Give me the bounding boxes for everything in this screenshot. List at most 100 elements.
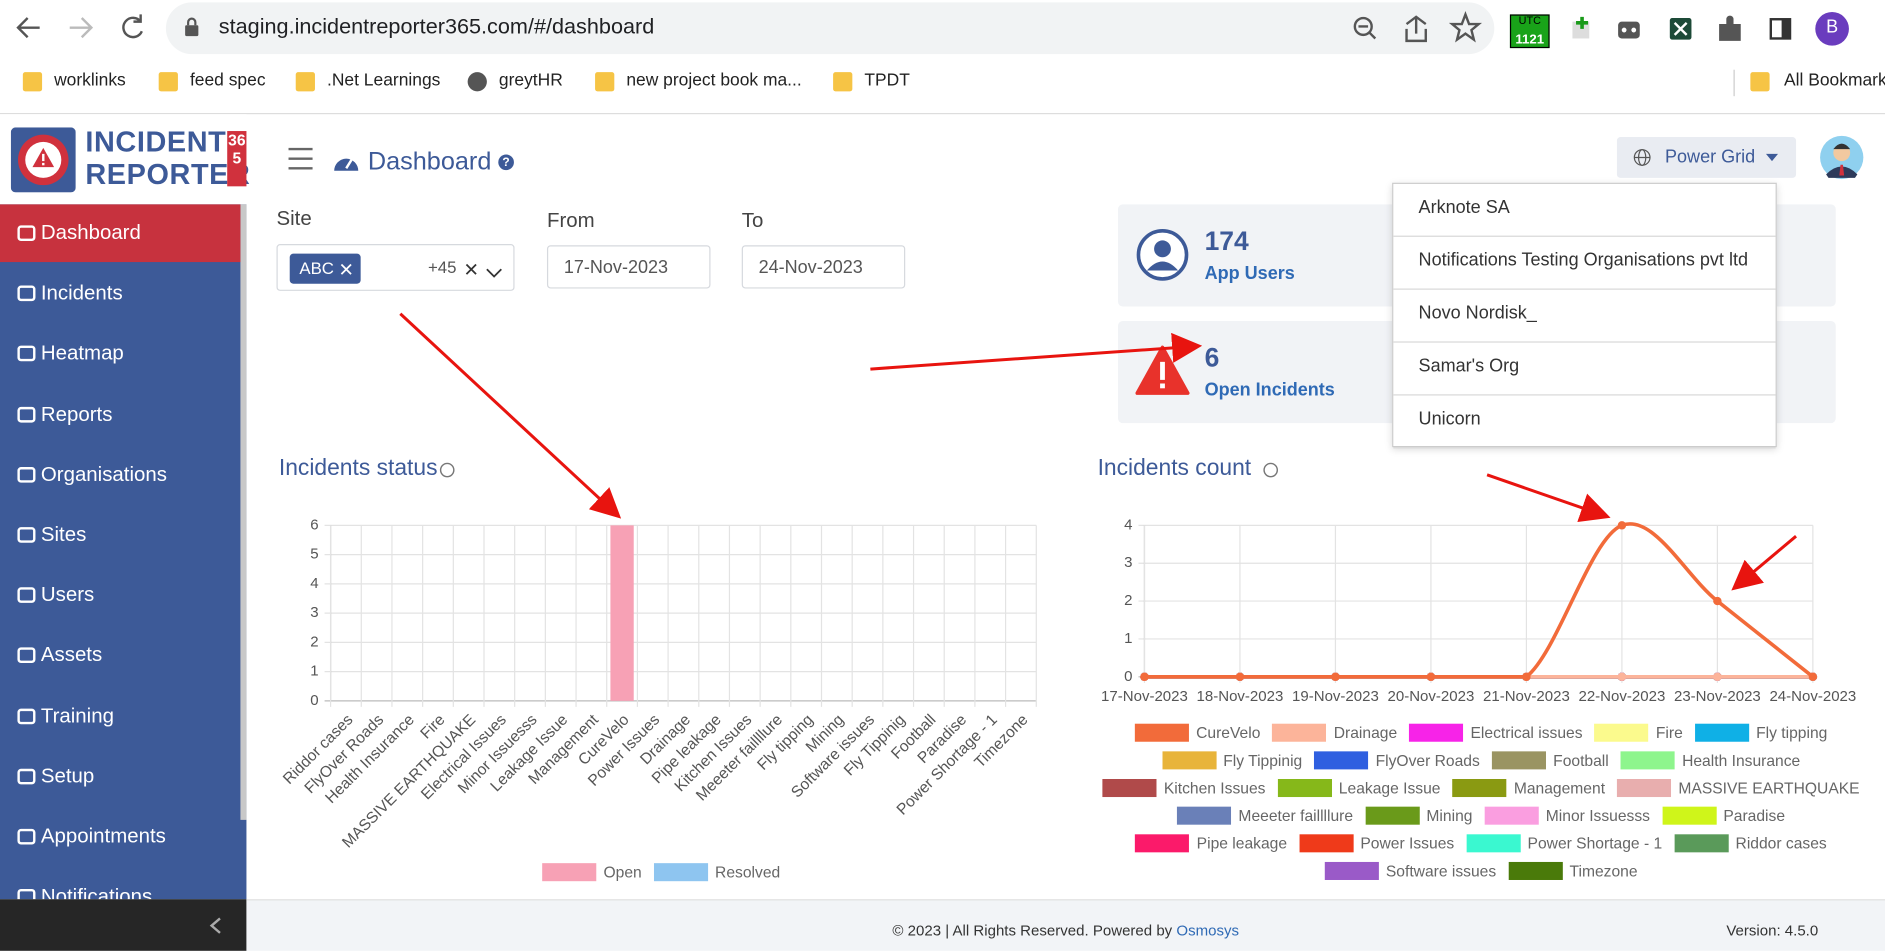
menu-item[interactable]: Notifications Testing Organisations pvt … [1393,237,1776,290]
hamburger-menu[interactable] [286,144,322,175]
profile-avatar[interactable] [1813,10,1851,48]
bookmark[interactable]: feed spec [189,70,266,91]
legend-item[interactable]: Meeeter faillllure [1177,806,1353,825]
legend-item[interactable]: Power Issues [1299,834,1454,853]
bookmark[interactable]: .Net Learnings [326,70,441,91]
legend-swatch [1617,779,1672,798]
icon-shape [17,466,36,483]
bookmark[interactable]: worklinks [54,70,126,91]
logo-badge: 365 [227,131,247,187]
legend-item[interactable]: Open [542,863,642,882]
legend-item[interactable]: CureVelo [1134,723,1261,742]
sidebar-icon [17,768,36,785]
all-bookmarks[interactable]: All Bookmarks [1784,70,1885,91]
legend-item[interactable]: Power Shortage - 1 [1466,834,1662,853]
y-tick-label: 1 [310,663,318,680]
sidebar-item[interactable]: Reports [0,385,240,443]
sidebar-item[interactable]: Dashboard [0,204,241,263]
back-button[interactable] [16,17,40,39]
point [1617,672,1627,682]
legend-item[interactable]: Drainage [1272,723,1397,742]
folder-icon [1750,72,1770,92]
menu-item[interactable]: Arknote SA [1393,184,1776,237]
menu-item[interactable]: Unicorn [1393,396,1776,449]
help-icon[interactable]: ? [498,154,515,171]
menu-item[interactable]: Samar's Org [1393,343,1776,396]
legend-swatch [1161,751,1216,770]
address-bar[interactable] [165,2,1495,55]
chip-remove[interactable] [339,262,353,276]
sidebar-item[interactable]: Organisations [0,446,240,504]
sidebar-toggle[interactable] [0,899,247,951]
sidebar-icon [17,647,36,664]
globe-icon [1633,149,1651,166]
help-icon[interactable] [439,462,455,478]
footer-link[interactable]: Osmosys [1176,922,1240,939]
legend-swatch [1594,723,1649,742]
sidebar-item[interactable]: Sites [0,506,240,564]
legend-item[interactable]: Pipe leakage [1135,834,1287,853]
folder-icon [158,72,178,92]
folder-icon [595,72,615,92]
sidebar-item[interactable]: Assets [0,627,240,685]
sidebar-item[interactable]: Training [0,687,240,745]
icon-shape [17,527,36,543]
sidebar-item[interactable]: Setup [0,748,240,806]
chart-title: Incidents count [1098,454,1252,480]
legend-item[interactable]: FlyOver Roads [1314,751,1480,770]
y-tick-label: 5 [310,546,318,563]
url: staging.incidentreporter365.com/#/dashbo… [218,14,655,39]
legend-swatch [1466,834,1521,853]
menu-item[interactable]: Novo Nordisk_ [1393,290,1776,343]
select-controls[interactable] [464,261,512,280]
bookmark[interactable]: TPDT [864,70,910,91]
legend-item[interactable]: Kitchen Issues [1102,779,1265,798]
legend-item[interactable]: Management [1452,779,1605,798]
forward-button[interactable] [69,17,94,39]
legend-label: CureVelo [1196,723,1261,742]
sidebar-item[interactable]: Users [0,566,240,624]
legend-item[interactable]: Fly tipping [1694,723,1827,742]
legend-label: Open [603,863,642,882]
legend-item[interactable]: Fly Tippinig [1161,751,1302,770]
extension-badge-bottom: 1121 [1515,32,1545,47]
legend-swatch [1508,861,1563,880]
bookmark[interactable]: greytHR [498,70,563,91]
sidebar-item[interactable]: Appointments [0,808,240,866]
extension-badge[interactable] [1509,14,1550,49]
legend-label: Fire [1655,723,1683,742]
to-input[interactable]: 24-Nov-2023 [741,245,906,289]
legend-item[interactable]: Software issues [1324,861,1496,880]
from-input[interactable]: 17-Nov-2023 [546,245,711,289]
svg-text:?: ? [502,155,509,169]
logo-line2: REPORTER [85,158,251,192]
bookmark[interactable]: new project book ma... [626,70,802,91]
lock-icon [185,17,199,37]
legend-item[interactable]: Minor Issuesss [1484,806,1650,825]
legend-item[interactable]: Resolved [653,863,780,882]
point [1331,672,1340,682]
legend-item[interactable]: Timezone [1508,861,1638,880]
point [1713,672,1722,682]
sidebar-item[interactable]: Heatmap [0,325,240,383]
sidebar-item[interactable]: Incidents [0,265,240,323]
reload-button[interactable] [122,14,143,39]
legend-item[interactable]: Mining [1365,806,1472,825]
legend-item[interactable]: Health Insurance [1620,751,1800,770]
legend-item[interactable]: Riddor cases [1674,834,1827,853]
legend-label: FlyOver Roads [1375,751,1480,770]
legend-swatch [542,863,597,882]
help-icon[interactable] [1263,462,1279,478]
legend-item[interactable]: Football [1491,751,1609,770]
legend-item[interactable]: Fire [1594,723,1683,742]
legend: Open Resolved [505,863,818,882]
legend-item[interactable]: Paradise [1662,806,1785,825]
sidebar-icon [17,828,36,845]
legend-item[interactable]: Leakage Issue [1277,779,1440,798]
folder-icon [295,72,315,92]
legend-item[interactable]: Electrical issues [1409,723,1583,742]
sidebar-icon [17,346,36,362]
legend-item[interactable]: MASSIVE EARTHQUAKE [1617,779,1860,798]
user-avatar[interactable] [1819,135,1865,181]
